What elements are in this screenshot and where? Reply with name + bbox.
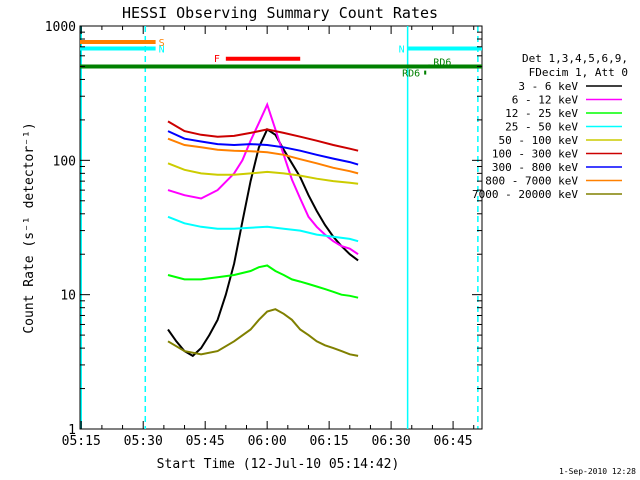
y-tick-label: 1000 xyxy=(45,20,76,35)
legend-label-50-100-kev: 50 - 100 keV xyxy=(499,134,579,147)
flag-label-rd6: RD6 xyxy=(402,69,420,80)
legend-header-line-1: Det 1,3,4,5,6,9, xyxy=(522,52,628,65)
flag-label-s: S xyxy=(159,38,165,49)
series-group xyxy=(167,101,359,358)
series-line-50-100-kev xyxy=(167,162,359,185)
legend-label-25-50-kev: 25 - 50 keV xyxy=(505,121,578,134)
legend-label-800-7000-kev: 800 - 7000 keV xyxy=(485,175,578,188)
chart-title: HESSI Observing Summary Count Rates xyxy=(122,4,438,22)
x-tick-label: 05:30 xyxy=(124,434,163,449)
x-tick-label: 06:00 xyxy=(248,434,287,449)
y-axis-label: Count Rate (s⁻¹ detector⁻¹) xyxy=(22,122,37,333)
x-tick-label: 05:45 xyxy=(186,434,225,449)
x-tick-label: 06:15 xyxy=(310,434,349,449)
x-tick-label: 06:30 xyxy=(372,434,411,449)
x-tick-label: 05:15 xyxy=(62,434,101,449)
series-line-6-12-kev xyxy=(167,101,359,256)
series-line-7000-20000-kev xyxy=(167,308,359,357)
series-line-800-7000-kev xyxy=(167,137,359,175)
series-line-3-6-kev xyxy=(167,127,359,358)
timestamp: 1-Sep-2010 12:28 xyxy=(559,467,636,476)
y-tick-label: 100 xyxy=(53,154,76,169)
legend-label-3-6-kev: 3 - 6 keV xyxy=(518,80,578,93)
x-tick-label: 06:45 xyxy=(434,434,473,449)
legend-header-line-2: FDecim 1, Att 0 xyxy=(529,66,628,79)
legend-label-7000-20000-kev: 7000 - 20000 keV xyxy=(472,188,578,201)
plot-frame xyxy=(79,25,483,430)
x-axis-label: Start Time (12-Jul-10 05:14:42) xyxy=(157,457,400,472)
legend-label-12-25-kev: 12 - 25 keV xyxy=(505,107,578,120)
vertical-markers xyxy=(80,26,479,429)
series-line-300-800-kev xyxy=(167,130,359,166)
x-axis: 05:15 05:30 05:45 06:00 06:15 06:30 06:45 xyxy=(62,26,475,449)
y-axis: 1 10 100 1000 xyxy=(45,20,482,438)
flag-label-f: F xyxy=(214,54,220,65)
series-line-12-25-kev xyxy=(167,264,359,299)
legend-label-6-12-kev: 6 - 12 keV xyxy=(512,94,579,107)
flag-label-n: N xyxy=(399,44,405,55)
y-tick-label: 1 xyxy=(68,423,76,438)
flag-label-rd6: RD6 xyxy=(433,57,451,68)
legend-label-100-300-kev: 100 - 300 keV xyxy=(492,148,578,161)
legend: Det 1,3,4,5,6,9, FDecim 1, Att 0 3 - 6 k… xyxy=(472,52,628,201)
flag-label-n: N xyxy=(159,44,165,55)
series-line-25-50-kev xyxy=(167,215,359,243)
y-tick-label: 10 xyxy=(60,289,76,304)
legend-label-300-800-kev: 300 - 800 keV xyxy=(492,161,578,174)
series-line-100-300-kev xyxy=(167,120,359,152)
